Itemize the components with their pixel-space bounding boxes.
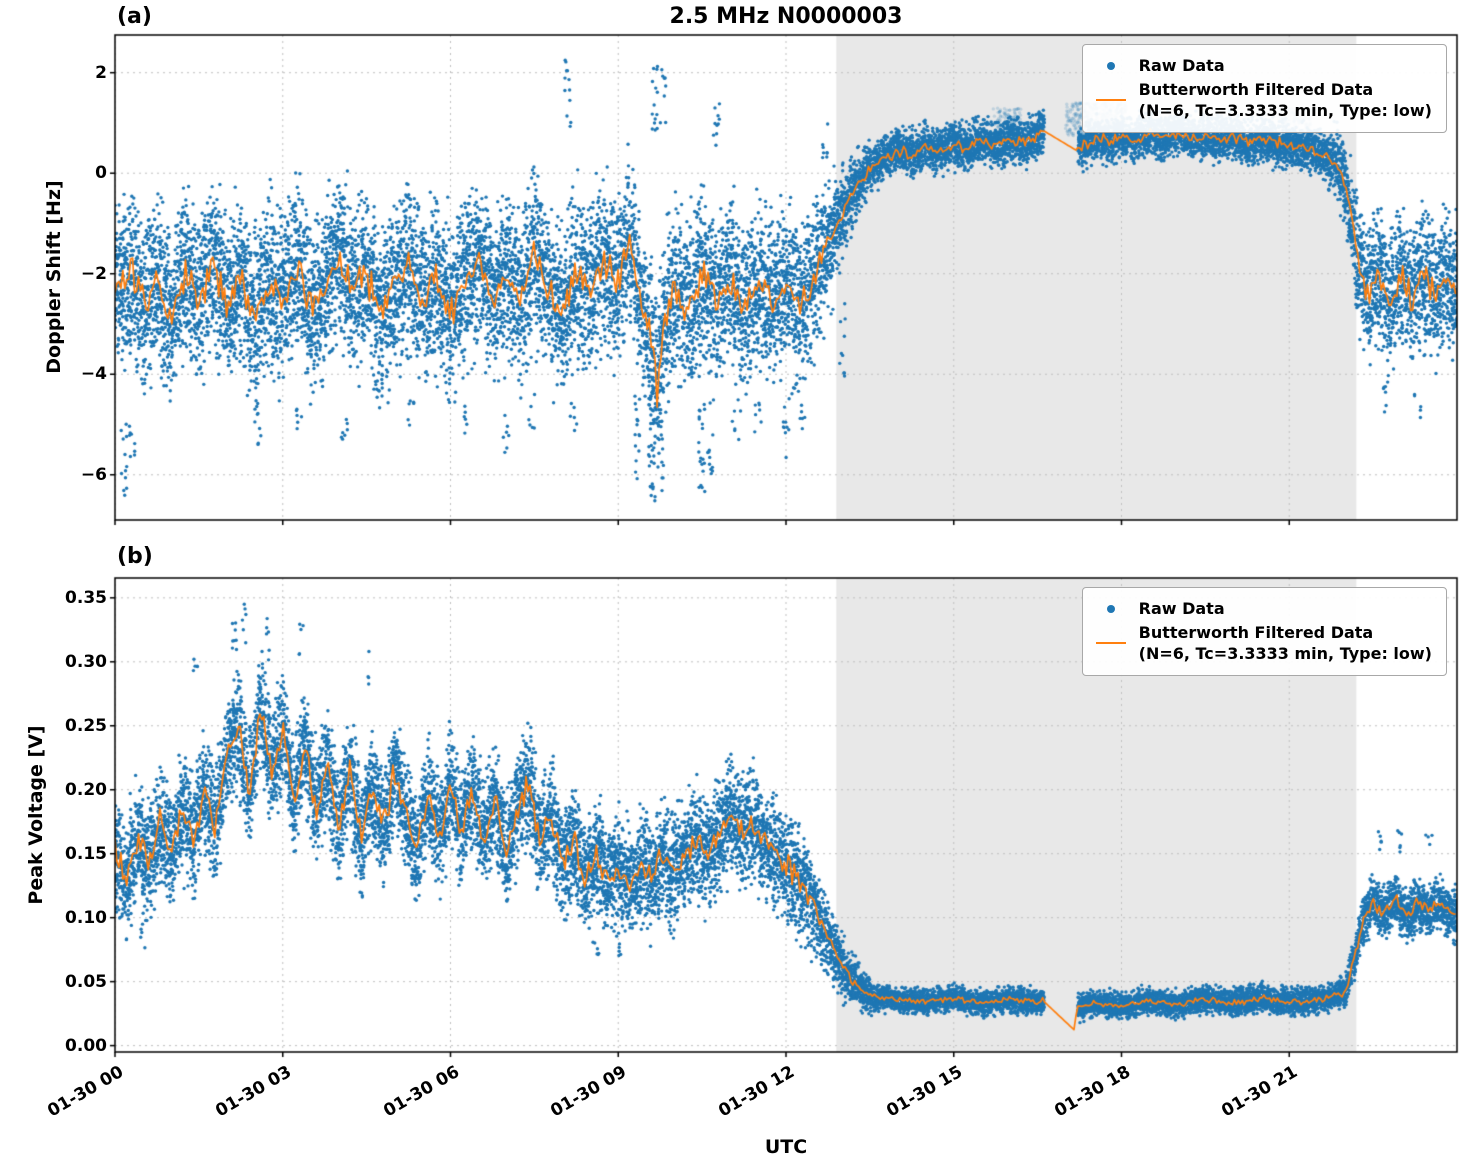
chart-title: 2.5 MHz N0000003 [669, 4, 903, 29]
panel-a-label: (a) [117, 4, 152, 29]
y-tick-label: 0.00 [65, 1035, 107, 1056]
y-tick-label: 0.15 [65, 843, 107, 864]
filtered-line-marker-icon [1095, 99, 1126, 102]
y-tick-label: 2 [95, 62, 107, 83]
legend-raw-label: Raw Data [1138, 56, 1225, 75]
y-tick-label: 0 [95, 163, 107, 184]
y-tick-label: 0.10 [65, 907, 107, 928]
legend-filtered-label-line2: (N=6, Tc=3.3333 min, Type: low) [1138, 101, 1432, 121]
panel-b-label: (b) [117, 544, 153, 569]
y-tick-label: 0.25 [65, 715, 107, 736]
filtered-line-marker-icon [1095, 642, 1126, 645]
raw-data-marker-icon [1106, 61, 1115, 70]
legend-filtered-entry: Butterworth Filtered Data (N=6, Tc=3.333… [1093, 79, 1432, 122]
y-tick-label: 0.05 [65, 971, 107, 992]
x-axis-label: UTC [764, 1136, 808, 1158]
y-tick-label: 0.35 [65, 587, 107, 608]
legend-raw-entry: Raw Data [1093, 598, 1432, 620]
legend-raw-entry: Raw Data [1093, 55, 1432, 77]
legend-filtered-label-line1: Butterworth Filtered Data [1138, 622, 1374, 642]
y-tick-label: 0.30 [65, 651, 107, 672]
panel-b-legend: Raw Data Butterworth Filtered Data (N=6,… [1081, 587, 1447, 676]
y-tick-label: −6 [80, 464, 107, 485]
legend-raw-label: Raw Data [1138, 599, 1225, 618]
legend-filtered-label-line2: (N=6, Tc=3.3333 min, Type: low) [1138, 644, 1432, 664]
legend-filtered-label-line1: Butterworth Filtered Data [1138, 79, 1374, 99]
panel-b-y-axis-label: Peak Voltage [V] [25, 725, 47, 905]
raw-data-marker-icon [1106, 604, 1115, 613]
y-tick-label: 0.20 [65, 779, 107, 800]
y-tick-label: −2 [80, 263, 107, 284]
y-tick-label: −4 [80, 364, 107, 385]
panel-a-legend: Raw Data Butterworth Filtered Data (N=6,… [1081, 44, 1447, 133]
legend-filtered-entry: Butterworth Filtered Data (N=6, Tc=3.333… [1093, 622, 1432, 665]
